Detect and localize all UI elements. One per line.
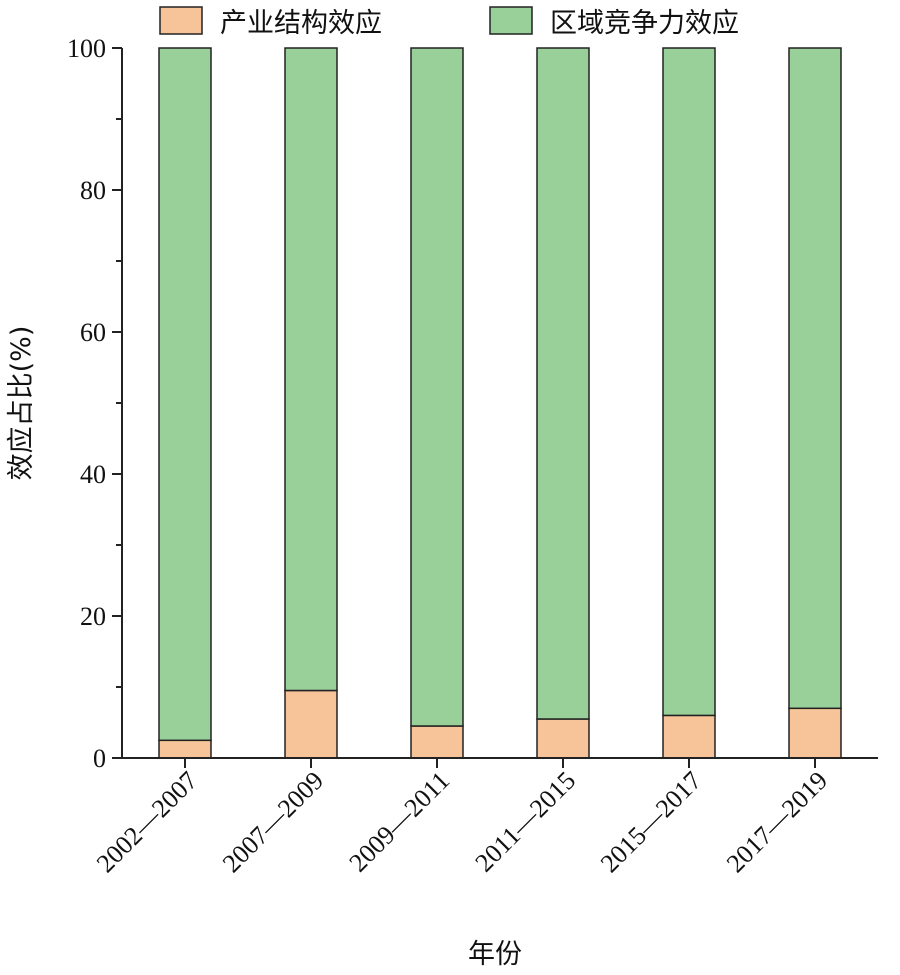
- x-tick-label: 2017—2019: [721, 766, 833, 878]
- x-tick-label: 2002—2007: [91, 766, 203, 878]
- bar-structure-4: [662, 714, 716, 759]
- legend-swatch-competitiveness: [489, 6, 533, 35]
- bar-structure-1: [284, 689, 338, 759]
- y-tick-label: 20: [80, 602, 106, 631]
- bar-structure-0: [158, 739, 212, 759]
- x-tick-label: 2007—2009: [217, 766, 329, 878]
- bar-competitiveness-2: [410, 47, 464, 727]
- y-tick-label: 0: [93, 744, 106, 773]
- bar-structure-3: [536, 718, 590, 759]
- x-axis-title: 年份: [468, 939, 522, 970]
- legend: 产业结构效应 区域竞争力效应: [159, 6, 739, 39]
- y-tick-label: 100: [67, 34, 106, 63]
- legend-swatch-structure: [159, 6, 203, 35]
- y-tick-label: 60: [80, 318, 106, 347]
- x-tick-label: 2009—2011: [343, 766, 455, 878]
- y-ticks: 0 20 40 60 80 100: [67, 34, 122, 773]
- bar-competitiveness-4: [662, 47, 716, 717]
- bar-structure-2: [410, 725, 464, 759]
- y-axis-title: 效应占比(%): [6, 326, 37, 481]
- bar-competitiveness-0: [158, 47, 212, 742]
- x-tick-label: 2011—2015: [469, 766, 581, 878]
- legend-label-competitiveness: 区域竞争力效应: [550, 8, 739, 39]
- bars: [158, 47, 842, 759]
- bar-competitiveness-5: [788, 47, 842, 710]
- legend-label-structure: 产业结构效应: [220, 8, 382, 39]
- bar-competitiveness-1: [284, 47, 338, 692]
- bar-structure-5: [788, 707, 842, 759]
- x-tick-label: 2015—2017: [595, 766, 707, 878]
- y-tick-label: 40: [80, 460, 106, 489]
- x-ticks: 2002—2007 2007—2009 2009—2011 2011—2015 2015…: [91, 758, 833, 878]
- y-tick-label: 80: [80, 176, 106, 205]
- bar-competitiveness-3: [536, 47, 590, 720]
